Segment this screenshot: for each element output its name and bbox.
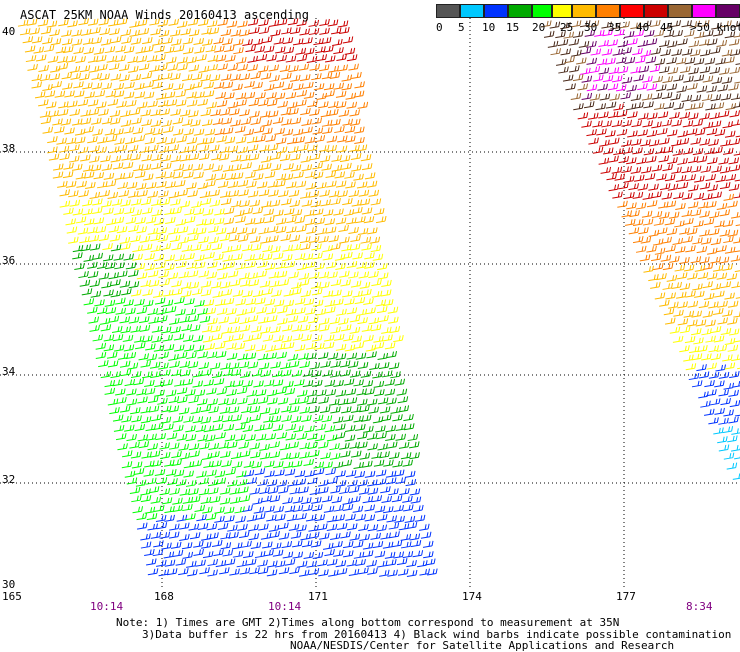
- legend-swatch: [460, 4, 484, 18]
- legend-swatch: [644, 4, 668, 18]
- legend-swatch: [436, 4, 460, 18]
- legend-label: 20: [532, 21, 546, 34]
- lat-label-40: 40: [2, 25, 15, 38]
- lat-label-34: 34: [2, 365, 16, 378]
- lon-label-174: 174: [462, 590, 482, 603]
- legend-label: 40: [636, 21, 650, 34]
- note-line-2: 3)Data buffer is 22 hrs from 20160413 4)…: [142, 628, 732, 641]
- lon-label-168: 168: [154, 590, 174, 603]
- legend-label: 25: [560, 21, 574, 34]
- legend-swatch: [668, 4, 692, 18]
- legend-swatch: [572, 4, 596, 18]
- time-label-right: 8:34: [686, 600, 713, 613]
- legend-label: 35: [608, 21, 622, 34]
- legend-swatch: [692, 4, 716, 18]
- map-title: ASCAT 25KM NOAA Winds 20160413 ascending: [20, 8, 309, 22]
- lon-label-165: 165: [2, 590, 22, 603]
- wind-barbs: [17, 18, 740, 577]
- lat-label-38: 38: [2, 142, 15, 155]
- time-label-middle: 10:14: [268, 600, 302, 613]
- legend-swatch: [620, 4, 644, 18]
- wind-speed-legend: 0 5 10 15 20 25 30 35 40 45 >50 knots: [436, 4, 740, 38]
- legend-swatch: [716, 4, 740, 18]
- legend-label: 45: [660, 21, 674, 34]
- lat-label-30: 30: [2, 578, 15, 591]
- lat-label-36: 36: [2, 254, 15, 267]
- legend-label: >50 knots: [690, 21, 740, 34]
- note-line-1: Note: 1) Times are GMT 2)Times along bot…: [116, 616, 620, 629]
- lat-labels: 40 38 36 34 32 30: [2, 25, 16, 591]
- legend-label: 15: [506, 21, 520, 34]
- legend-swatch: [508, 4, 532, 18]
- legend-swatch: [484, 4, 508, 18]
- note-line-3: NOAA/NESDIS/Center for Satellite Applica…: [290, 639, 675, 652]
- legend-swatch: [532, 4, 552, 18]
- legend-label: 5: [458, 21, 465, 34]
- legend-label: 30: [584, 21, 598, 34]
- lon-label-177: 177: [616, 590, 636, 603]
- lon-labels: 165 168 171 174 177: [2, 590, 636, 603]
- legend-swatch: [596, 4, 620, 18]
- time-label-left: 10:14: [90, 600, 124, 613]
- legend-label: 10: [482, 21, 496, 34]
- legend-swatch: [552, 4, 572, 18]
- legend-label: 0: [436, 21, 443, 34]
- lat-label-32: 32: [2, 473, 15, 486]
- lon-label-171: 171: [308, 590, 328, 603]
